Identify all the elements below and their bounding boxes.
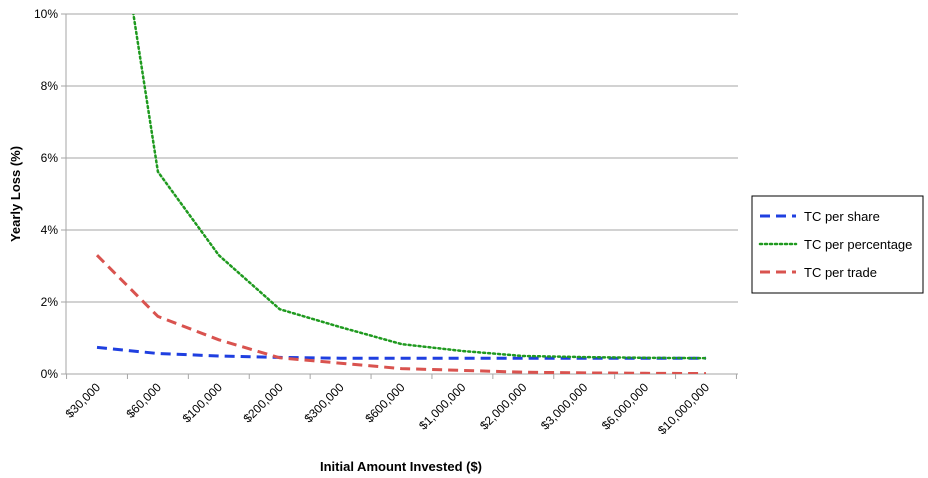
gridlines — [66, 13, 738, 303]
data-point — [584, 372, 585, 373]
data-point — [340, 363, 341, 364]
legend-label: TC per share — [804, 209, 880, 224]
x-tick-label: $6,000,000 — [599, 380, 652, 433]
x-tick-label: $1,000,000 — [416, 380, 469, 433]
data-point — [645, 357, 646, 358]
data-point — [157, 171, 158, 172]
data-point — [157, 353, 158, 354]
x-tick-label: $10,000,000 — [655, 380, 712, 437]
data-point — [584, 357, 585, 358]
y-tick-label: 0% — [41, 367, 59, 381]
data-point — [523, 372, 524, 373]
data-point — [279, 357, 280, 358]
data-point — [218, 339, 219, 340]
x-tick-label: $30,000 — [63, 380, 104, 421]
data-point — [340, 358, 341, 359]
data-point — [706, 358, 707, 359]
y-tick-label: 4% — [41, 223, 59, 237]
data-point — [157, 316, 158, 317]
data-point — [462, 370, 463, 371]
series-line-0 — [96, 345, 706, 360]
x-tick-label: $3,000,000 — [538, 380, 591, 433]
x-tick-label: $200,000 — [241, 380, 287, 426]
x-tick-labels: $30,000 $60,000 $100,000 $200,000 $300,000 $6… — [63, 380, 713, 437]
legend-label: TC per percentage — [804, 237, 912, 252]
series-line-1 — [132, 14, 708, 360]
data-point — [401, 358, 402, 359]
axes — [61, 13, 738, 379]
x-tick-label: $2,000,000 — [477, 380, 530, 433]
x-tick-label: $300,000 — [301, 380, 347, 426]
x-tick-label: $60,000 — [123, 380, 164, 421]
data-point — [97, 347, 98, 348]
data-point — [401, 344, 402, 345]
data-point — [462, 350, 463, 351]
y-tick-label: 8% — [41, 79, 59, 93]
y-tick-label: 2% — [41, 295, 59, 309]
data-point — [97, 255, 98, 256]
data-point — [645, 373, 646, 374]
legend-label: TC per trade — [804, 265, 877, 280]
legend: TC per share TC per percentage TC per trad… — [751, 195, 924, 294]
y-axis-title: Yearly Loss (%) — [8, 146, 23, 242]
x-tick-label: $100,000 — [180, 380, 226, 426]
data-point — [706, 373, 707, 374]
data-point — [218, 255, 219, 256]
x-tick-label: $600,000 — [362, 380, 408, 426]
data-point — [462, 358, 463, 359]
data-point — [401, 368, 402, 369]
y-tick-labels: 0% 2% 4% 6% 8% 10% — [34, 7, 58, 381]
x-axis-title: Initial Amount Invested ($) — [320, 459, 482, 474]
y-tick-label: 10% — [34, 7, 58, 21]
y-tick-label: 6% — [41, 151, 59, 165]
series-line-2 — [95, 254, 707, 374]
data-point — [218, 356, 219, 357]
series-lines — [95, 14, 708, 374]
data-point — [340, 327, 341, 328]
data-point — [523, 356, 524, 357]
data-point — [523, 358, 524, 359]
data-point — [279, 309, 280, 310]
